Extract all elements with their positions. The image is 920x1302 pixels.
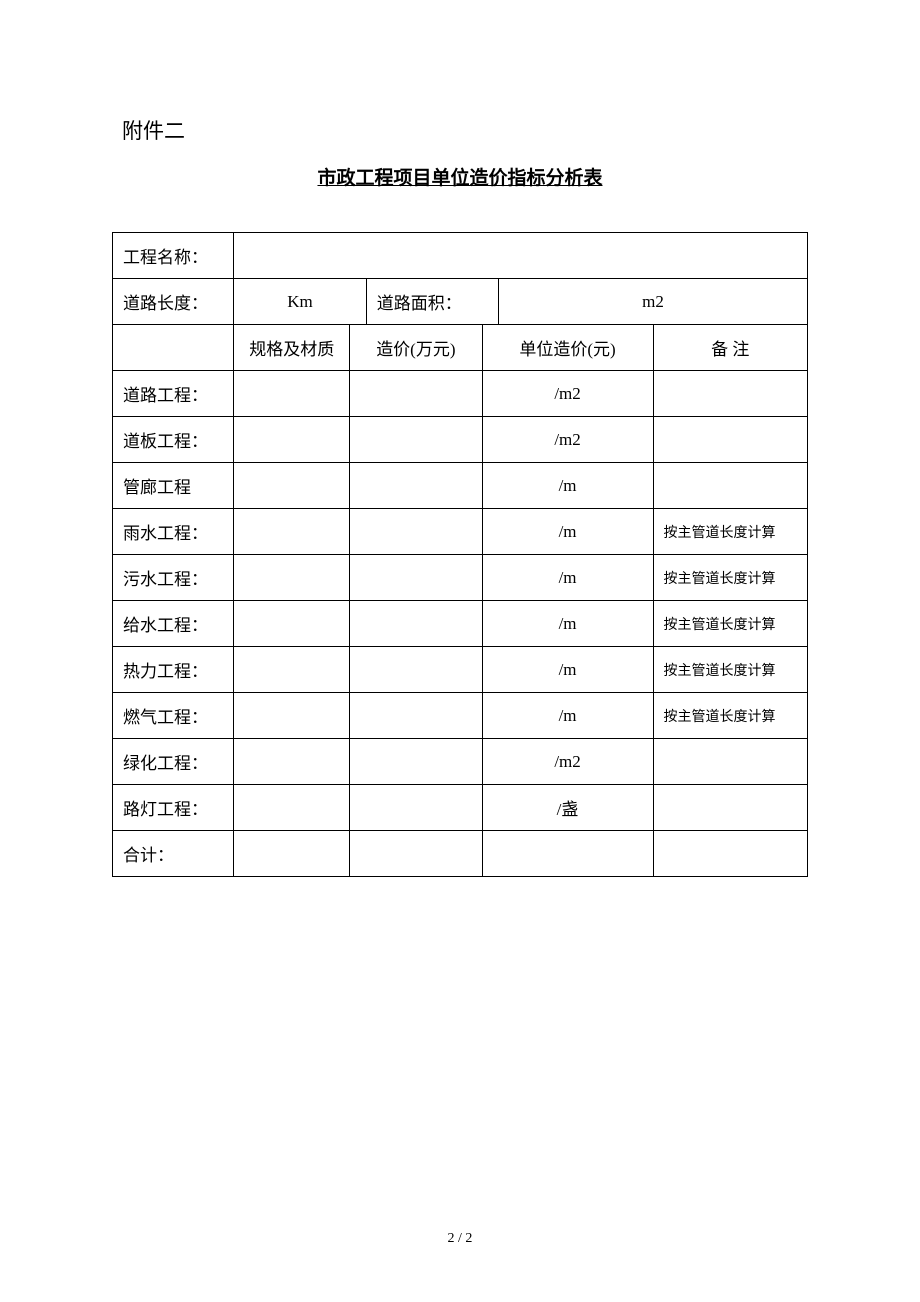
row-cost [350, 739, 482, 785]
row-remark: 按主管道长度计算 [653, 555, 807, 601]
row-spec [234, 417, 350, 463]
analysis-table: 工程名称： 道路长度： Km 道路面积： m2 规格及材质 造价(万元) 单位造… [112, 232, 808, 877]
row-unit: /m [482, 555, 653, 601]
project-name-label: 工程名称： [113, 233, 234, 279]
attachment-label: 附件二 [122, 115, 808, 145]
row-unit: /m [482, 647, 653, 693]
row-cost [350, 417, 482, 463]
table-row: 路灯工程： /盏 [113, 785, 808, 831]
row-label: 燃气工程： [113, 693, 234, 739]
row-cost [350, 463, 482, 509]
road-length-unit: Km [234, 279, 366, 325]
row-label: 绿化工程： [113, 739, 234, 785]
header-cost: 造价(万元) [350, 325, 482, 371]
row-unit: /盏 [482, 785, 653, 831]
row-cost [350, 555, 482, 601]
table-row: 给水工程： /m 按主管道长度计算 [113, 601, 808, 647]
table-row: 绿化工程： /m2 [113, 739, 808, 785]
header-remark: 备 注 [653, 325, 807, 371]
row-cost [350, 647, 482, 693]
row-spec [234, 555, 350, 601]
row-remark [653, 831, 807, 877]
road-length-label: 道路长度： [113, 279, 234, 325]
road-area-unit: m2 [499, 279, 808, 325]
header-unit-cost: 单位造价(元) [482, 325, 653, 371]
row-unit: /m2 [482, 739, 653, 785]
row-cost [350, 371, 482, 417]
table-row: 管廊工程 /m [113, 463, 808, 509]
table-row: 污水工程： /m 按主管道长度计算 [113, 555, 808, 601]
row-remark [653, 463, 807, 509]
row-remark [653, 785, 807, 831]
page-footer: 2 / 2 [0, 1231, 920, 1247]
row-label: 雨水工程： [113, 509, 234, 555]
header-spec: 规格及材质 [234, 325, 350, 371]
table-row: 道路长度： Km 道路面积： m2 [113, 279, 808, 325]
table-row: 热力工程： /m 按主管道长度计算 [113, 647, 808, 693]
row-label: 道路工程： [113, 371, 234, 417]
table-row: 道板工程： /m2 [113, 417, 808, 463]
row-unit: /m [482, 509, 653, 555]
row-spec [234, 601, 350, 647]
row-label: 路灯工程： [113, 785, 234, 831]
table-row: 合计： [113, 831, 808, 877]
table-row: 燃气工程： /m 按主管道长度计算 [113, 693, 808, 739]
row-spec [234, 693, 350, 739]
row-label: 合计： [113, 831, 234, 877]
row-cost [350, 601, 482, 647]
row-remark [653, 739, 807, 785]
row-remark: 按主管道长度计算 [653, 601, 807, 647]
row-label: 污水工程： [113, 555, 234, 601]
table-row: 道路工程： /m2 [113, 371, 808, 417]
row-spec [234, 785, 350, 831]
row-unit [482, 831, 653, 877]
header-blank [113, 325, 234, 371]
row-label: 道板工程： [113, 417, 234, 463]
project-name-value [234, 233, 808, 279]
row-cost [350, 693, 482, 739]
row-spec [234, 739, 350, 785]
row-label: 给水工程： [113, 601, 234, 647]
row-spec [234, 509, 350, 555]
row-spec [234, 647, 350, 693]
row-spec [234, 371, 350, 417]
row-spec [234, 831, 350, 877]
row-cost [350, 831, 482, 877]
row-remark: 按主管道长度计算 [653, 509, 807, 555]
table-row: 工程名称： [113, 233, 808, 279]
table-row: 雨水工程： /m 按主管道长度计算 [113, 509, 808, 555]
row-unit: /m [482, 463, 653, 509]
row-cost [350, 509, 482, 555]
table-header-row: 规格及材质 造价(万元) 单位造价(元) 备 注 [113, 325, 808, 371]
row-cost [350, 785, 482, 831]
row-unit: /m [482, 693, 653, 739]
row-remark: 按主管道长度计算 [653, 647, 807, 693]
row-label: 管廊工程 [113, 463, 234, 509]
road-area-label: 道路面积： [366, 279, 498, 325]
row-spec [234, 463, 350, 509]
row-unit: /m [482, 601, 653, 647]
row-label: 热力工程： [113, 647, 234, 693]
row-remark: 按主管道长度计算 [653, 693, 807, 739]
page-title: 市政工程项目单位造价指标分析表 [112, 163, 808, 190]
row-remark [653, 417, 807, 463]
row-unit: /m2 [482, 417, 653, 463]
row-remark [653, 371, 807, 417]
row-unit: /m2 [482, 371, 653, 417]
